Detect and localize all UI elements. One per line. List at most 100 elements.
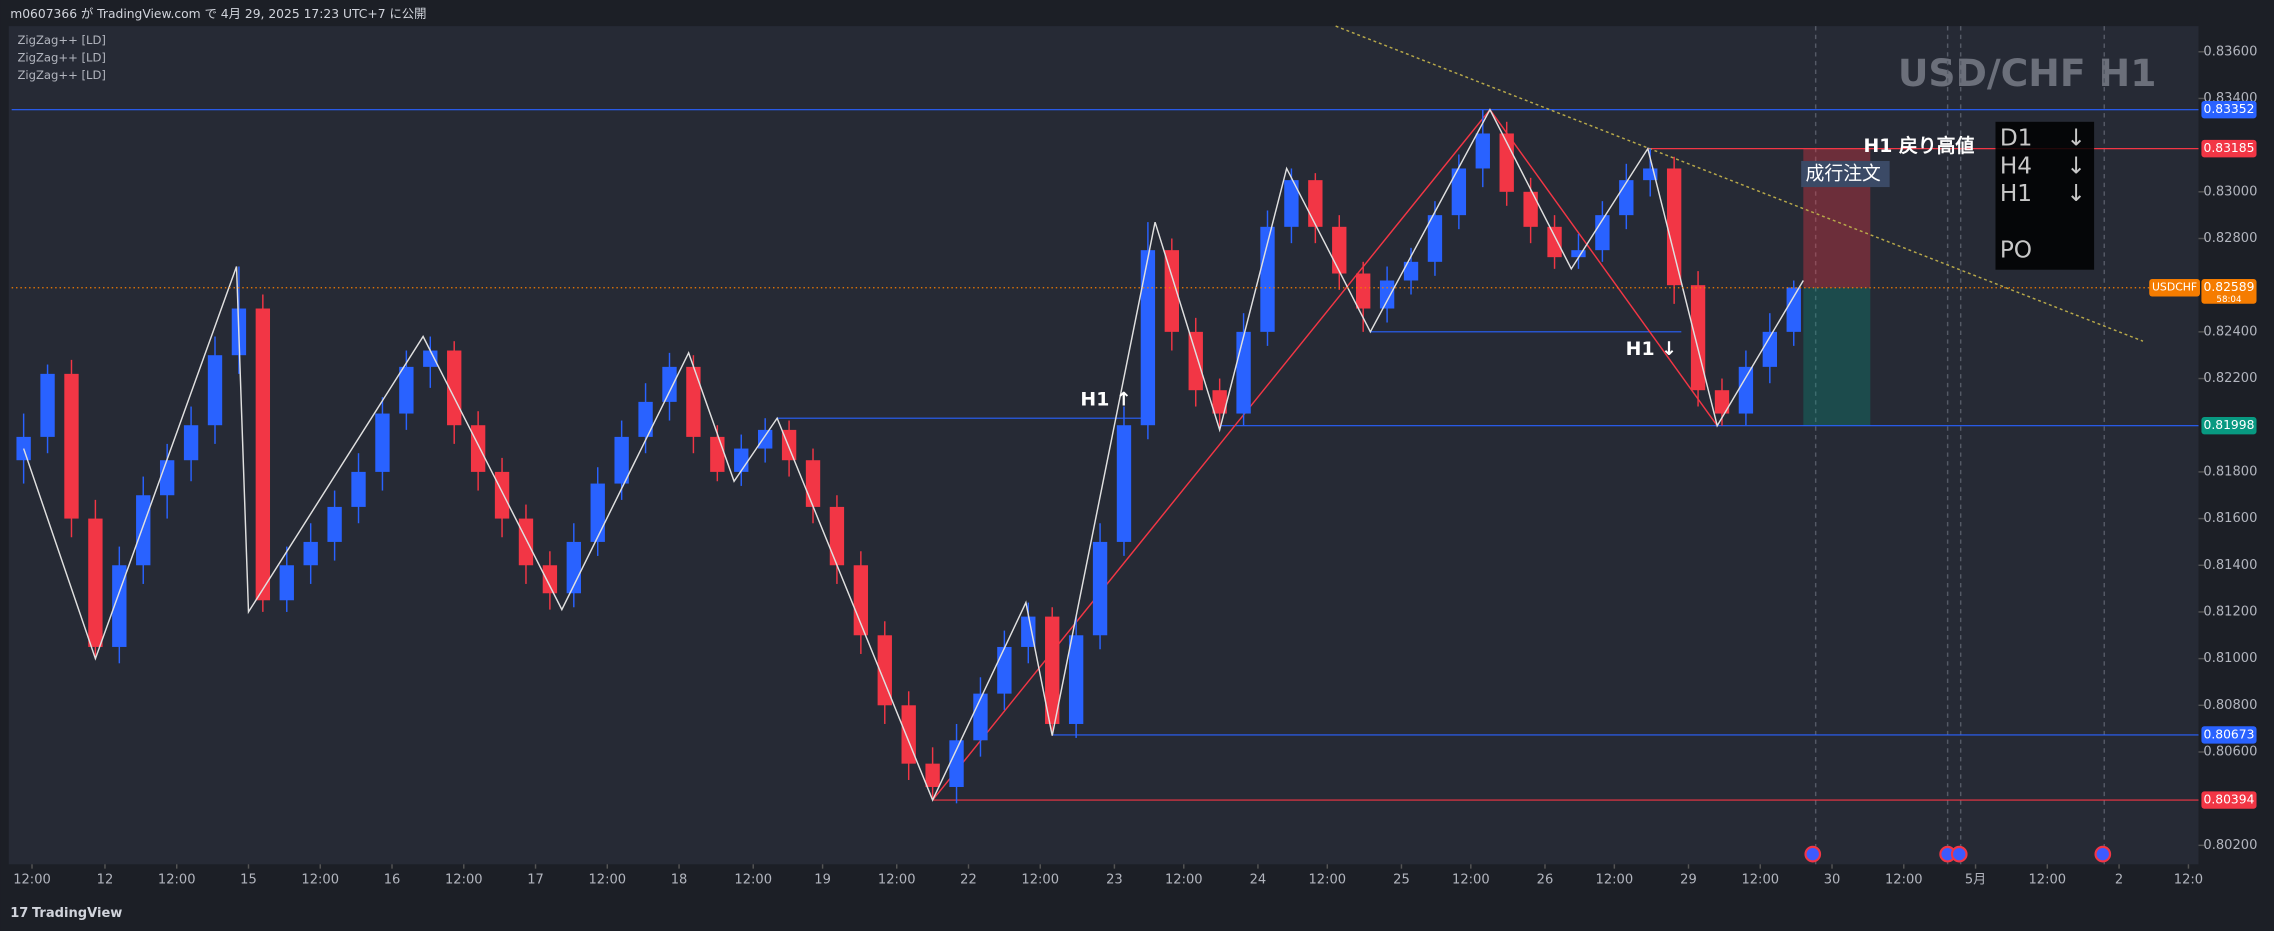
- level-label-bg: [2201, 416, 2257, 435]
- signal-tf: H1: [2000, 180, 2032, 207]
- candle-body: [1690, 285, 1706, 391]
- indicator: ZigZag++ [LD]: [17, 68, 105, 82]
- candle-body: [1092, 541, 1108, 636]
- watermark: USD/CHF H1: [1898, 51, 2157, 95]
- countdown: 58:04: [2216, 295, 2242, 305]
- x-tick-label: 15: [240, 873, 257, 888]
- y-tick-label: 0.83600: [2203, 44, 2257, 59]
- signal-dir: ↓: [2067, 125, 2086, 152]
- candle-body: [1666, 168, 1682, 286]
- annotation: H1 ↑: [1080, 390, 1131, 411]
- candle-body: [375, 413, 390, 472]
- candle-body: [1356, 273, 1371, 309]
- x-tick-label: 18: [671, 873, 688, 888]
- candle-body: [853, 565, 869, 636]
- candle-body: [1379, 280, 1395, 309]
- candle-body: [40, 373, 55, 437]
- candle-body: [710, 436, 725, 472]
- x-tick-label: 12:00: [878, 873, 916, 888]
- candle-body: [494, 471, 510, 519]
- candle-body: [590, 483, 605, 542]
- level-label: 0.80394: [2204, 793, 2255, 807]
- candle-body: [88, 518, 103, 647]
- candle-body: [1236, 331, 1251, 414]
- y-tick-label: 0.82400: [2203, 324, 2257, 339]
- candle-body: [159, 460, 175, 496]
- y-tick-label: 0.83000: [2203, 184, 2257, 199]
- candle-body: [1643, 168, 1658, 181]
- candle-body: [1188, 331, 1203, 391]
- x-tick-label: 12:00: [158, 873, 196, 888]
- x-tick-label: 12:00: [1021, 873, 1059, 888]
- signal-dir: ↓: [2067, 180, 2086, 207]
- signal-tf: D1: [2000, 125, 2033, 152]
- y-tick-label: 0.82800: [2203, 231, 2257, 246]
- candle-body: [1451, 168, 1467, 216]
- candle-body: [1021, 616, 1036, 647]
- candle-body: [1164, 250, 1179, 332]
- x-tick-label: 12:0: [2174, 873, 2203, 888]
- y-tick-label: 0.81600: [2203, 511, 2257, 526]
- candle-body: [1786, 287, 1801, 332]
- candle-body: [805, 460, 821, 507]
- candle-body: [1403, 261, 1419, 281]
- x-tick-label: 29: [1680, 873, 1697, 888]
- candle-body: [877, 635, 892, 706]
- candle-body: [1738, 366, 1754, 414]
- candle-body: [829, 506, 845, 566]
- y-tick-label: 0.81200: [2203, 604, 2257, 619]
- candle-body: [1571, 250, 1586, 258]
- x-tick-label: 12:00: [588, 873, 626, 888]
- candle-body: [614, 436, 629, 484]
- x-tick-label: 19: [814, 873, 831, 888]
- candle-body: [925, 763, 940, 787]
- signal-dir: ↓: [2067, 152, 2086, 179]
- candle-body: [734, 448, 749, 472]
- candle-body: [1427, 215, 1443, 262]
- signal-tf: H4: [2000, 152, 2032, 179]
- x-tick-label: 17: [527, 873, 544, 888]
- level-label-bg: [2201, 139, 2257, 158]
- y-tick-label: 0.81400: [2203, 558, 2257, 573]
- footer: TradingView: [32, 906, 122, 921]
- event-icon: [2094, 845, 2112, 863]
- x-tick-label: 23: [1106, 873, 1123, 888]
- candle-body: [1308, 180, 1323, 227]
- candle-body: [1260, 226, 1275, 332]
- candle-body: [327, 506, 342, 542]
- candle-body: [1523, 191, 1538, 227]
- y-tick-label: 0.82200: [2203, 371, 2257, 386]
- candle-body: [1068, 635, 1084, 724]
- y-tick-label: 0.80200: [2203, 838, 2257, 853]
- candle-body: [1212, 390, 1227, 414]
- level-label-bg: [2201, 726, 2257, 744]
- x-tick-label: 12:00: [301, 873, 339, 888]
- candle-body: [470, 425, 486, 472]
- candle-body: [447, 350, 462, 426]
- x-tick-label: 26: [1537, 873, 1554, 888]
- x-tick-label: 5月: [1965, 873, 1986, 888]
- candle-body: [997, 646, 1012, 694]
- event-icon: [1950, 845, 1968, 863]
- candle-body: [1332, 226, 1347, 274]
- candle-body: [423, 350, 438, 367]
- signal-po: PO: [2000, 236, 2032, 263]
- event-icons: [1804, 845, 2112, 863]
- level-label: 0.80673: [2204, 727, 2255, 741]
- candle-body: [1714, 390, 1730, 414]
- candle-body: [207, 355, 223, 426]
- candle-body: [638, 401, 653, 437]
- candle-body: [949, 740, 964, 787]
- indicator: ZigZag++ [LD]: [17, 51, 105, 65]
- x-tick-label: 12:00: [1596, 873, 1634, 888]
- level-label: 0.83352: [2204, 102, 2255, 116]
- price-label: 0.82589: [2204, 280, 2255, 294]
- x-tick-label: 24: [1250, 873, 1267, 888]
- candle-body: [1547, 226, 1562, 258]
- x-tick-label: 2: [2115, 873, 2123, 888]
- candle-body: [1475, 133, 1490, 169]
- indicator: ZigZag++ [LD]: [17, 33, 105, 47]
- candle-body: [686, 366, 701, 437]
- level-label-bg: [2201, 791, 2257, 809]
- annotation: H1 戻り高値: [1864, 134, 1975, 157]
